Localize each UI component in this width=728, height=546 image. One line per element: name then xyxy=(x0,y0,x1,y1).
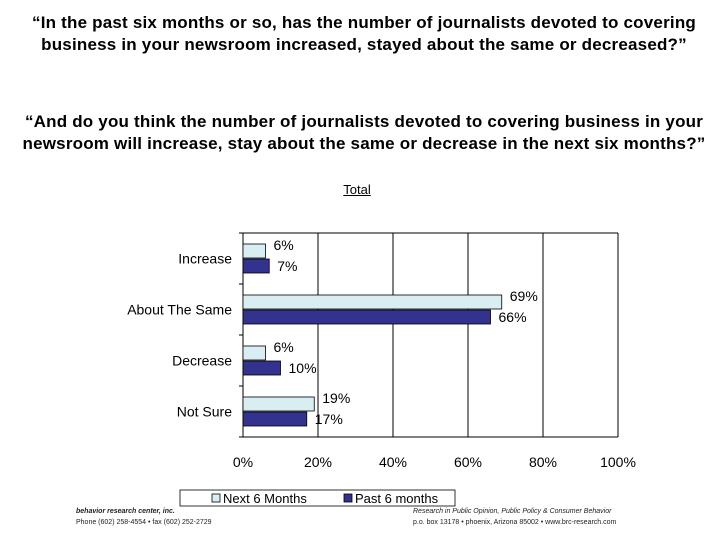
bar-past-6-months xyxy=(242,411,308,427)
category-label: Decrease xyxy=(172,353,232,369)
bar-next-6-months xyxy=(242,294,503,310)
footer-company: behavior research center, inc. xyxy=(76,508,175,515)
data-label: 10% xyxy=(289,360,317,376)
category-label: Not Sure xyxy=(177,404,232,420)
question-1: “In the past six months or so, has the n… xyxy=(32,13,696,54)
data-label: 17% xyxy=(315,411,343,427)
bar-past-6-months xyxy=(242,258,270,274)
data-label: 6% xyxy=(274,339,294,355)
footer-left: behavior research center, inc. Phone (60… xyxy=(76,506,212,528)
legend-label: Next 6 Months xyxy=(223,491,307,506)
legend-swatch-past-6-months xyxy=(343,493,353,503)
data-label: 7% xyxy=(277,258,297,274)
x-tick-label: 40% xyxy=(379,454,407,470)
footer-right: Research in Public Opinion, Public Polic… xyxy=(413,506,616,528)
footer-address: p.o. box 13178 • phoenix, Arizona 85002 … xyxy=(413,519,617,526)
category-label: Increase xyxy=(178,251,232,267)
data-label: 66% xyxy=(499,309,527,325)
bar-next-6-months xyxy=(242,345,266,361)
legend-label: Past 6 months xyxy=(355,491,439,506)
bar-next-6-months xyxy=(242,243,266,259)
category-label: About The Same xyxy=(127,302,232,318)
data-label: 6% xyxy=(274,237,294,253)
data-label: 19% xyxy=(322,390,350,406)
data-label: 69% xyxy=(510,288,538,304)
bar-past-6-months xyxy=(242,309,491,325)
bar-next-6-months xyxy=(242,396,315,412)
legend-swatch-next-6-months xyxy=(211,493,221,503)
x-tick-label: 60% xyxy=(454,454,482,470)
question-2: “And do you think the number of journali… xyxy=(22,112,706,153)
footer-phone: Phone (602) 258-4554 • fax (602) 252-272… xyxy=(76,519,212,526)
x-tick-label: 80% xyxy=(529,454,557,470)
bar-past-6-months xyxy=(242,360,281,376)
x-tick-label: 20% xyxy=(304,454,332,470)
legend-box xyxy=(179,489,456,507)
footer-tagline: Research in Public Opinion, Public Polic… xyxy=(413,508,612,515)
chart-title: Total xyxy=(343,182,371,197)
x-tick-label: 0% xyxy=(233,454,253,470)
x-tick-label: 100% xyxy=(600,454,636,470)
